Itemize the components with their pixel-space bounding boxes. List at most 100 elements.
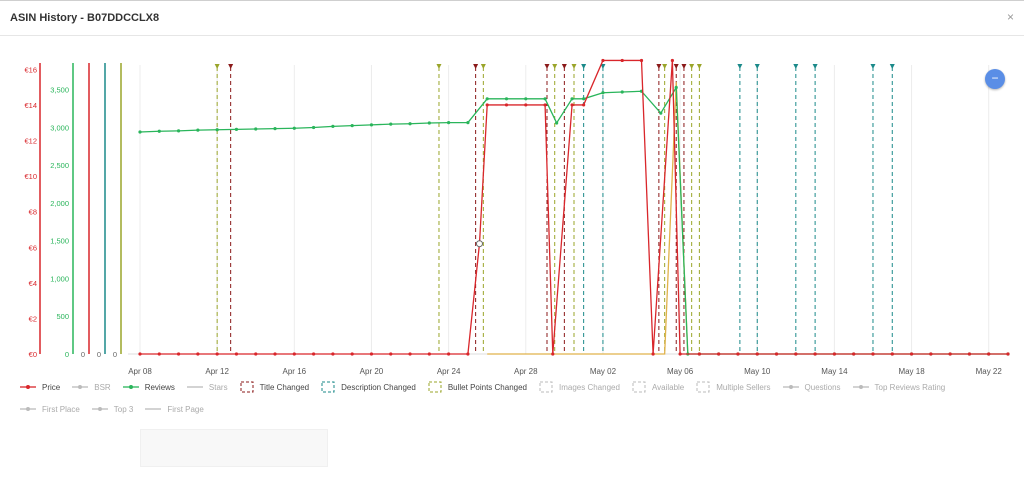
legend-marker-icon	[632, 381, 646, 393]
legend-marker-icon	[145, 408, 162, 410]
data-point-reviews	[485, 97, 489, 101]
data-point-price	[967, 352, 972, 356]
event-marker-triangle	[581, 64, 587, 69]
legend-marker-icon	[696, 381, 710, 393]
reviews-tick-label: 3,000	[50, 123, 69, 132]
data-point-price	[639, 58, 644, 63]
data-point-reviews	[427, 121, 431, 125]
legend-label: Images Changed	[559, 382, 620, 392]
x-tick-label: May 10	[744, 367, 771, 376]
data-point-price	[543, 103, 547, 107]
event-marker-triangle	[889, 64, 895, 69]
data-point-price	[389, 352, 393, 356]
data-point-price	[813, 352, 817, 356]
data-point-price	[871, 352, 875, 356]
data-point-reviews	[234, 127, 239, 131]
legend-item-reviews[interactable]: Reviews	[122, 381, 175, 393]
legend-item-bullet-points-changed[interactable]: Bullet Points Changed	[428, 381, 527, 393]
data-point-price	[678, 352, 682, 356]
data-point-reviews	[369, 123, 374, 127]
legend-marker-icon	[20, 407, 36, 411]
price-tick-label: €4	[29, 279, 37, 288]
data-point-price	[408, 352, 412, 356]
data-point-price	[852, 352, 856, 356]
legend-item-top-reviews-rating[interactable]: Top Reviews Rating	[852, 381, 946, 393]
legend-label: Price	[42, 382, 61, 392]
legend-item-title-changed[interactable]: Title Changed	[240, 381, 310, 393]
data-point-price	[254, 352, 258, 356]
data-point-reviews	[389, 122, 393, 126]
data-point-reviews	[176, 129, 181, 133]
legend-label: BSR	[94, 382, 111, 392]
legend-label: Reviews	[144, 382, 175, 392]
legend-item-first-page[interactable]: First Page	[145, 403, 204, 415]
event-marker-triangle	[812, 64, 818, 69]
reviews-tick-label: 2,000	[50, 199, 69, 208]
event-marker-triangle	[656, 64, 662, 69]
legend-item-first-place[interactable]: First Place	[20, 403, 80, 415]
data-point-reviews	[350, 124, 354, 128]
legend-marker-icon	[852, 385, 869, 389]
reviews-tick-label: 500	[56, 312, 69, 321]
legend-label: Top Reviews Rating	[874, 382, 946, 392]
data-point-price	[755, 352, 759, 356]
legend-label: Description Changed	[341, 382, 416, 392]
data-point-reviews	[292, 126, 296, 130]
price-tick-label: €6	[29, 243, 37, 252]
data-point-reviews	[312, 125, 316, 130]
legend-item-bsr[interactable]: BSR	[72, 381, 111, 393]
data-point-price	[582, 103, 586, 107]
data-point-price	[948, 352, 952, 356]
extra-axis-tick-label: 0	[97, 350, 101, 359]
data-point-price	[504, 103, 509, 107]
data-point-price	[524, 103, 528, 107]
data-point-reviews	[601, 91, 605, 95]
legend-label: Questions	[804, 382, 841, 392]
x-tick-label: Apr 20	[360, 367, 384, 376]
data-point-price	[350, 352, 354, 356]
chart-legend: Price BSR Reviews Stars Title Changed Descrip…	[20, 381, 1010, 415]
legend-item-available[interactable]: Available	[632, 381, 684, 393]
data-point-price	[273, 352, 277, 356]
data-point-price	[176, 352, 181, 356]
x-tick-label: Apr 12	[205, 367, 229, 376]
x-tick-label: May 06	[667, 367, 694, 376]
legend-marker-icon	[782, 385, 799, 389]
legend-item-price[interactable]: Price	[20, 381, 60, 393]
legend-item-top-3[interactable]: Top 3	[91, 403, 133, 415]
data-point-price	[234, 352, 239, 356]
legend-marker-icon	[240, 381, 254, 393]
price-tick-label: €0	[29, 350, 37, 359]
data-point-reviews	[582, 97, 586, 101]
data-point-price	[466, 352, 470, 356]
x-tick-label: Apr 28	[514, 367, 538, 376]
legend-marker-icon	[72, 385, 89, 389]
legend-label: Title Changed	[259, 382, 310, 392]
legend-item-images-changed[interactable]: Images Changed	[539, 381, 620, 393]
minus-icon[interactable]: −	[985, 69, 1005, 89]
price-tick-label: €14	[24, 101, 37, 110]
legend-item-multiple-sellers[interactable]: Multiple Sellers	[696, 381, 771, 393]
legend-item-stars[interactable]: Stars	[186, 381, 228, 393]
close-icon[interactable]: ×	[1006, 10, 1014, 24]
data-point-price	[485, 103, 489, 107]
price-tick-label: €10	[24, 172, 37, 181]
event-marker-triangle	[689, 64, 695, 69]
price-tick-label: €12	[24, 137, 37, 146]
data-point-price	[1006, 352, 1010, 356]
series-line-stars	[487, 82, 689, 355]
event-marker-triangle	[793, 64, 799, 69]
data-point-price	[215, 352, 219, 356]
event-marker-triangle	[737, 64, 743, 69]
legend-item-questions[interactable]: Questions	[782, 381, 841, 393]
data-point-reviews	[524, 97, 528, 101]
legend-item-description-changed[interactable]: Description Changed	[321, 381, 416, 393]
x-tick-label: May 18	[898, 367, 925, 376]
data-point-price	[570, 103, 574, 107]
hover-point	[475, 240, 483, 248]
data-point-price	[909, 352, 914, 356]
data-point-price	[331, 352, 335, 356]
event-marker-triangle	[662, 64, 668, 69]
footer-panel	[140, 429, 328, 467]
